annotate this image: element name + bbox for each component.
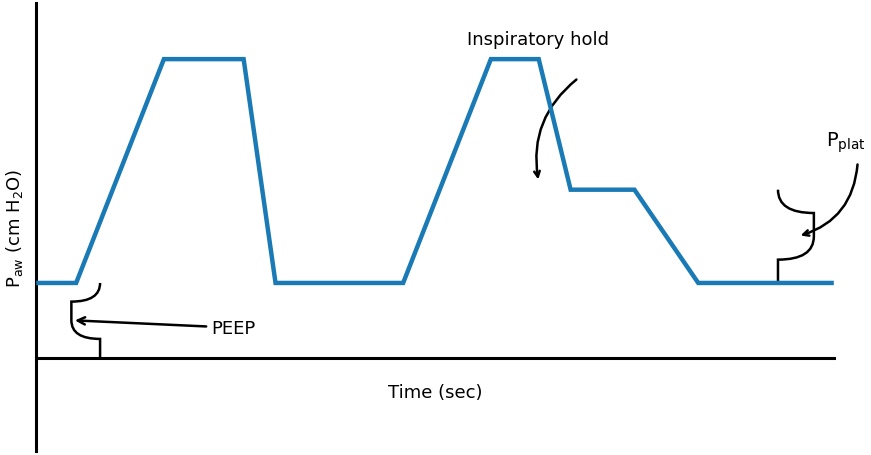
Text: Inspiratory hold: Inspiratory hold xyxy=(467,31,609,49)
Text: P$_{\mathrm{plat}}$: P$_{\mathrm{plat}}$ xyxy=(826,131,866,155)
X-axis label: Time (sec): Time (sec) xyxy=(388,383,483,401)
Y-axis label: P$_{\mathrm{aw}}$ (cm H$_2$O): P$_{\mathrm{aw}}$ (cm H$_2$O) xyxy=(4,168,25,287)
Text: PEEP: PEEP xyxy=(78,318,256,337)
